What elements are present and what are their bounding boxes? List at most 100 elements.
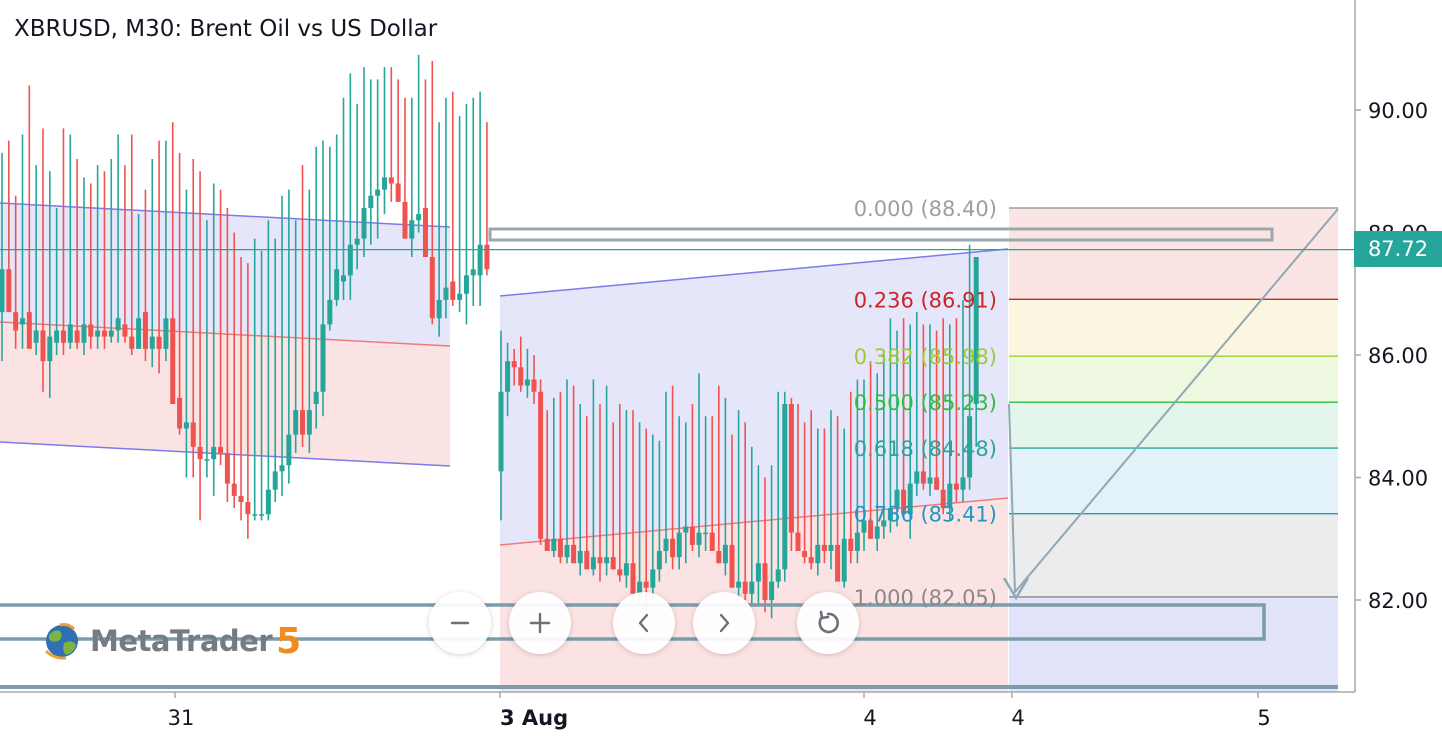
candle <box>755 465 761 607</box>
candle <box>443 97 449 319</box>
candle <box>33 165 39 355</box>
candle <box>300 165 306 447</box>
candle-body <box>6 269 12 313</box>
candle <box>729 434 735 588</box>
candle-body <box>33 330 39 343</box>
candle-body <box>881 520 887 527</box>
candle <box>163 140 169 362</box>
candle <box>0 152 5 362</box>
candle-body <box>755 563 761 582</box>
candle-body <box>544 538 550 551</box>
candle-body <box>604 557 610 564</box>
candle <box>224 208 230 502</box>
candle <box>637 422 643 607</box>
candle-body <box>887 508 893 521</box>
candle <box>149 159 155 368</box>
candle <box>663 391 669 564</box>
candle <box>894 330 900 527</box>
candle-body <box>334 269 340 300</box>
scroll-left-button[interactable] <box>613 592 675 654</box>
candle <box>887 318 893 533</box>
candle-body <box>13 312 19 331</box>
price-tick-label: 90.00 <box>1368 99 1428 123</box>
candle <box>722 397 728 576</box>
candle <box>402 97 408 239</box>
candle <box>183 189 189 478</box>
candle <box>577 404 583 576</box>
candle <box>769 465 775 619</box>
zoom-in-button[interactable] <box>509 592 571 654</box>
candle-body <box>920 471 926 484</box>
candle <box>498 330 504 521</box>
price-tick-label: 82.00 <box>1368 589 1428 613</box>
candle-body <box>341 275 346 282</box>
candle-body <box>327 299 333 325</box>
scroll-right-button[interactable] <box>693 592 755 654</box>
candle <box>26 85 32 349</box>
candle-body <box>436 299 442 319</box>
candle <box>973 257 979 447</box>
candle <box>650 434 656 600</box>
reset-button[interactable] <box>797 592 859 654</box>
fib-level-label: 0.000 (88.40) <box>854 197 997 221</box>
candle-body <box>617 569 623 576</box>
candle-body <box>293 410 299 435</box>
globe-icon <box>44 623 78 660</box>
candle <box>436 122 442 337</box>
candle-body <box>136 318 142 349</box>
candle-body <box>279 465 285 472</box>
candle-body <box>729 544 735 588</box>
candle-body <box>656 551 662 570</box>
candle-body <box>163 318 169 349</box>
candle-body <box>630 563 636 594</box>
candle <box>101 171 107 349</box>
candle <box>361 67 367 257</box>
time-tick-label: 3 Aug <box>500 706 568 730</box>
candle-body <box>953 483 959 490</box>
candle-body <box>841 538 847 582</box>
candle-body <box>122 324 128 337</box>
fib-level-label: 0.236 (86.91) <box>854 288 997 312</box>
candle <box>122 165 128 343</box>
candle-body <box>769 581 775 600</box>
candle-body <box>74 330 80 343</box>
candle <box>861 379 867 551</box>
candle <box>584 416 590 570</box>
candle-body <box>395 183 401 202</box>
candle-body <box>703 532 709 535</box>
candle-body <box>81 324 87 343</box>
candle <box>129 134 135 355</box>
candle-body <box>170 318 176 404</box>
minus-icon <box>450 621 470 625</box>
candle <box>940 318 946 515</box>
candle <box>775 391 781 588</box>
candle-body <box>211 446 217 460</box>
candle <box>656 440 662 582</box>
candle-body <box>272 471 278 490</box>
candle <box>19 134 25 349</box>
zoom-out-button[interactable] <box>429 592 491 654</box>
candle <box>88 183 94 349</box>
candle-body <box>571 544 577 564</box>
candle <box>286 189 292 484</box>
candle <box>67 134 73 349</box>
candle-body <box>848 538 854 551</box>
candle-body <box>19 318 25 325</box>
candle <box>518 336 524 392</box>
candle <box>416 54 422 233</box>
candle <box>670 385 676 570</box>
candle <box>848 391 854 564</box>
candle <box>597 404 603 582</box>
price-tick-label: 84.00 <box>1368 467 1428 491</box>
candle <box>259 250 265 521</box>
candle <box>544 410 550 551</box>
candle <box>874 373 880 551</box>
candle-body <box>676 532 682 558</box>
candle-body <box>409 220 415 239</box>
candle <box>204 220 210 478</box>
reset-icon <box>818 610 840 634</box>
candle-body <box>782 404 788 570</box>
candle <box>293 220 299 453</box>
